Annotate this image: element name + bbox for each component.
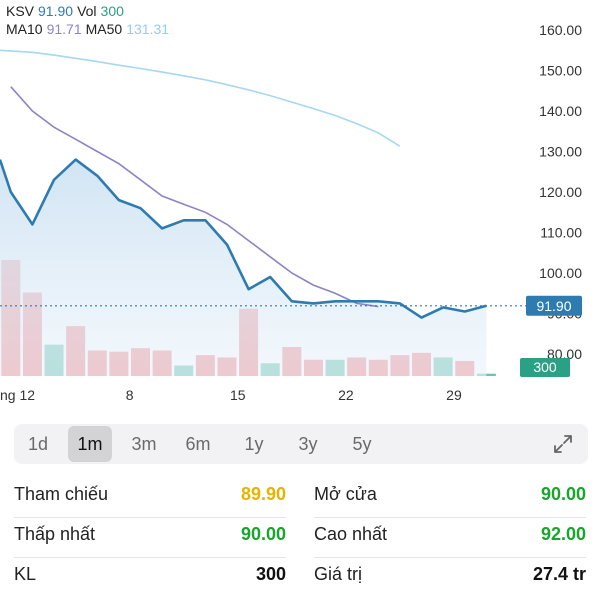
price-chart[interactable]: 160.00 150.00 140.00 130.00 120.00 110.00 100.… xyxy=(0,0,600,410)
price-line xyxy=(0,158,487,319)
stat-open-label: Mở cửa xyxy=(314,484,377,504)
ma50-line xyxy=(0,49,401,147)
timeframe-1m[interactable]: 1m xyxy=(68,426,112,462)
stat-low-label: Thấp nhất xyxy=(14,524,96,544)
legend-vol-value: 300 xyxy=(100,3,124,19)
stat-high-label: Cao nhất xyxy=(314,524,388,544)
legend-ma50-label: MA50 xyxy=(85,21,123,37)
x-tick-label: 22 xyxy=(338,387,354,403)
x-tick-label: ng 12 xyxy=(0,387,35,403)
y-tick-label: 110.00 xyxy=(540,225,582,241)
stat-kl: KL 300 xyxy=(14,558,286,598)
stat-open: Mở cửa 90.00 xyxy=(314,478,586,518)
divider xyxy=(314,517,586,518)
x-tick-label: 15 xyxy=(230,387,246,403)
y-tick-label: 150.00 xyxy=(539,63,582,79)
stat-kl-label: KL xyxy=(14,564,37,584)
price-badge-text: 91.90 xyxy=(536,298,571,314)
stat-open-value: 90.00 xyxy=(540,484,586,504)
divider xyxy=(314,557,586,558)
y-tick-label: 160.00 xyxy=(539,22,582,38)
legend-ma10-value: 91.71 xyxy=(46,21,82,37)
volume-badge-text: 300 xyxy=(533,359,557,375)
stat-high-value: 92.00 xyxy=(540,524,586,544)
volume-badge xyxy=(520,358,570,377)
legend-ma10-label: MA10 xyxy=(6,21,43,37)
ma10-line xyxy=(10,86,379,308)
stat-value: Giá trị 27.4 tr xyxy=(314,558,586,598)
timeframe-selector: 1d 1m 3m 6m 1y 3y 5y xyxy=(14,424,588,464)
x-tick-label: 8 xyxy=(126,387,134,403)
price-area-fill xyxy=(0,159,487,376)
price-badge xyxy=(526,295,582,316)
timeframe-5y[interactable]: 5y xyxy=(352,434,372,454)
x-tick-label: 29 xyxy=(446,387,462,403)
divider xyxy=(14,517,286,518)
y-tick-label: 100.00 xyxy=(539,265,582,281)
timeframe-1y[interactable]: 1y xyxy=(244,434,264,454)
legend-row-price: KSV 91.90 Vol 300 xyxy=(6,3,128,19)
timeframe-3m[interactable]: 3m xyxy=(131,434,157,454)
y-tick-label: 140.00 xyxy=(539,103,582,119)
stat-kl-value: 300 xyxy=(255,564,286,584)
legend-vol-label: Vol xyxy=(77,3,97,19)
timeframe-3y[interactable]: 3y xyxy=(298,434,318,454)
stat-high: Cao nhất 92.00 xyxy=(314,518,586,558)
divider xyxy=(14,557,286,558)
timeframe-6m[interactable]: 6m xyxy=(185,434,211,454)
legend-symbol: KSV xyxy=(6,3,35,19)
stat-ref-label: Tham chiếu xyxy=(14,484,109,504)
timeframe-1d[interactable]: 1d xyxy=(27,434,49,454)
stat-low-value: 90.00 xyxy=(240,524,286,544)
stat-value-value: 27.4 tr xyxy=(532,564,586,584)
stat-value-label: Giá trị xyxy=(314,564,363,584)
legend-ma50-value: 131.31 xyxy=(126,21,170,37)
stat-ref-value: 89.90 xyxy=(240,484,286,504)
stat-ref: Tham chiếu 89.90 xyxy=(14,478,286,518)
legend-price: 91.90 xyxy=(38,3,74,19)
legend-row-ma: MA10 91.71 MA50 131.31 xyxy=(6,21,173,37)
y-tick-label: 130.00 xyxy=(539,144,582,160)
stat-low: Thấp nhất 90.00 xyxy=(14,518,286,558)
expand-icon[interactable] xyxy=(552,433,574,455)
y-tick-label: 120.00 xyxy=(539,184,582,200)
